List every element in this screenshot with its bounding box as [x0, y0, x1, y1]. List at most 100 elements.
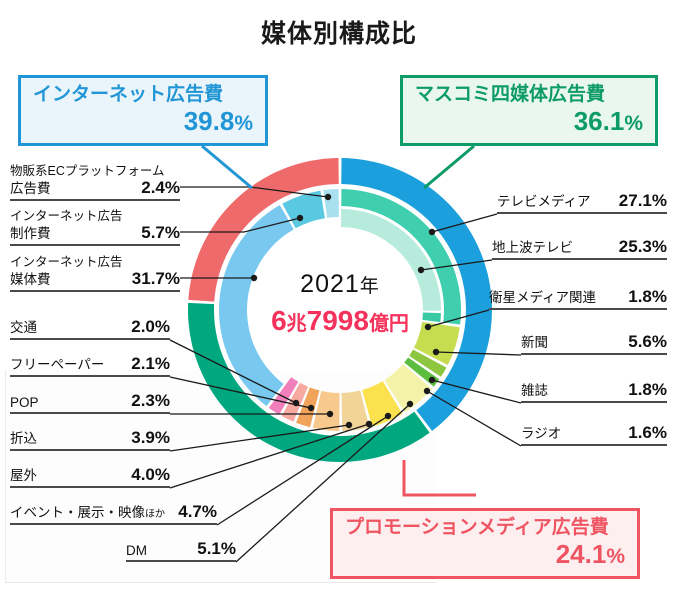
connector-mass: [423, 144, 475, 190]
label-satellite-media-name: 衛星メディア関連: [489, 290, 597, 305]
label-radio-value: 1.6%: [628, 423, 667, 442]
label-tv-media-value: 27.1%: [618, 191, 667, 210]
label-internet-media-value: 31.7%: [131, 269, 180, 288]
outer-ring-slice: [188, 302, 430, 462]
callout-internet-value: 39.8%: [33, 107, 253, 136]
amount-major-unit: 兆: [286, 313, 307, 335]
inner-ring-slice: [268, 377, 299, 415]
label-dm: DM 5.1%: [126, 539, 236, 562]
label-radio: ラジオ 1.6%: [521, 423, 667, 446]
center-year-value: 2021: [300, 270, 360, 298]
label-ec-platform-value: 2.4%: [141, 178, 180, 197]
label-free-paper-value: 2.1%: [131, 354, 170, 373]
label-internet-production-name2: 制作費: [10, 226, 51, 241]
label-inserts-name: 折込: [10, 431, 37, 446]
leader-shinbun: [435, 351, 522, 356]
callout-internet-title: インターネット広告費: [33, 84, 224, 105]
callout-internet-number: 39.8: [183, 105, 235, 136]
callout-mass-value: 36.1%: [415, 107, 643, 136]
center-amount: 6兆7998億円: [240, 305, 440, 337]
callout-connectors: [201, 144, 476, 497]
inner-ring-slice: [409, 349, 447, 377]
label-ec-platform: 物販系ECプラットフォーム 広告費 2.4%: [10, 164, 180, 201]
callout-internet: インターネット広告費 39.8%: [18, 75, 268, 147]
label-dm-value: 5.1%: [197, 539, 236, 558]
leader-radio: [426, 390, 522, 447]
callout-promo-number: 24.1: [555, 538, 607, 569]
label-newspaper-name: 新聞: [521, 335, 548, 350]
amount-minor-unit: 億円: [368, 313, 409, 335]
label-internet-media-name1: インターネット広告: [10, 255, 123, 269]
label-pop-value: 2.3%: [131, 391, 170, 410]
label-event-exhibition: イベント・展示・映像ほか 4.7%: [10, 501, 217, 525]
label-terrestrial-tv: 地上波テレビ 25.3%: [492, 237, 667, 260]
label-radio-name: ラジオ: [521, 426, 562, 441]
label-satellite-media-value: 1.8%: [628, 287, 667, 306]
label-free-paper-name: フリーペーパー: [10, 357, 105, 372]
amount-minor: 7998: [306, 305, 369, 336]
outer-ring-slice: [188, 158, 339, 302]
inner-ring-slice: [323, 189, 339, 218]
page-title: 媒体別構成比: [260, 20, 417, 48]
label-newspaper-value: 5.6%: [628, 332, 667, 351]
center-year: 2021年: [250, 270, 430, 299]
inner-ring-slice: [340, 209, 441, 311]
label-outdoor-name: 屋外: [10, 468, 37, 483]
label-magazine: 雑誌 1.8%: [521, 380, 667, 403]
label-inserts: 折込 3.9%: [10, 428, 170, 451]
leader-seisaku: [180, 217, 301, 233]
label-pop: POP 2.3%: [10, 391, 170, 414]
label-ec-platform-name2: 広告費: [10, 181, 51, 196]
leader-event: [216, 415, 389, 526]
leader-chijo: [420, 259, 493, 271]
inner-ring-slice: [362, 381, 403, 427]
inner-ring-slice: [341, 189, 461, 325]
inner-ring-slice: [384, 364, 432, 413]
label-pop-name: POP: [10, 395, 39, 410]
label-internet-production-value: 5.7%: [141, 223, 180, 242]
inner-ring-slice: [341, 390, 370, 431]
label-tv-media: テレビメディア 27.1%: [497, 191, 667, 214]
label-internet-production: インターネット広告 制作費 5.7%: [10, 209, 180, 246]
label-event-exhibition-suffix: ほか: [145, 509, 165, 520]
callout-promo-value: 24.1%: [345, 540, 625, 569]
callout-promotion-media: プロモーションメディア広告費 24.1%: [330, 508, 640, 580]
callout-mass-number: 36.1: [573, 105, 625, 136]
label-internet-production-name1: インターネット広告: [10, 209, 123, 223]
leader-orikomi: [169, 424, 350, 452]
label-satellite-media: 衛星メディア関連 1.8%: [489, 287, 667, 310]
leader-zasshi: [431, 379, 522, 404]
inner-ring-slice: [312, 390, 340, 431]
label-magazine-value: 1.8%: [628, 380, 667, 399]
leader-okugai: [169, 423, 370, 489]
inner-ring-slice: [422, 312, 441, 323]
label-internet-media-name2: 媒体費: [10, 272, 51, 287]
leader-dm: [235, 403, 411, 563]
leader-tvm: [431, 213, 498, 233]
label-tv-media-name: テレビメディア: [497, 194, 591, 209]
center-year-unit: 年: [359, 276, 380, 297]
callout-promo-title: プロモーションメディア広告費: [345, 517, 609, 538]
label-outdoor: 屋外 4.0%: [10, 465, 170, 488]
label-free-paper: フリーペーパー 2.1%: [10, 354, 170, 377]
label-transit-value: 2.0%: [131, 317, 170, 336]
callout-promo-unit: %: [606, 544, 625, 568]
inner-ring-slice: [219, 205, 294, 407]
label-terrestrial-tv-value: 25.3%: [618, 237, 667, 256]
leader-free: [169, 376, 312, 409]
leader-koutsu: [169, 339, 297, 404]
amount-major: 6: [271, 305, 287, 336]
leader-eisei: [427, 309, 490, 328]
label-transit-name: 交通: [10, 320, 37, 335]
label-newspaper: 新聞 5.6%: [521, 332, 667, 355]
label-ec-platform-name1: 物販系ECプラットフォーム: [10, 164, 165, 178]
label-internet-media: インターネット広告 媒体費 31.7%: [10, 255, 180, 292]
label-event-exhibition-name: イベント・展示・映像ほか: [10, 501, 165, 521]
label-inserts-value: 3.9%: [131, 428, 170, 447]
label-transit: 交通 2.0%: [10, 317, 170, 340]
leader-lines: [169, 186, 522, 563]
callout-internet-unit: %: [234, 111, 253, 135]
label-event-exhibition-value: 4.7%: [178, 502, 217, 521]
